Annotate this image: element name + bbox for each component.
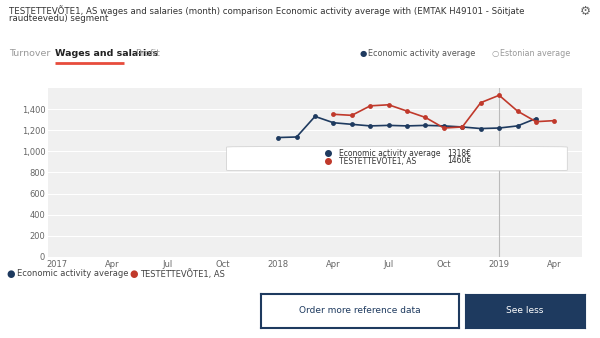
Text: See less: See less (506, 307, 544, 315)
FancyBboxPatch shape (227, 146, 567, 171)
Text: Economic activity average: Economic activity average (368, 49, 476, 58)
Text: 1460€: 1460€ (447, 156, 472, 165)
Text: Turnover: Turnover (9, 49, 50, 58)
Text: ●: ● (6, 269, 14, 279)
Text: ⚙: ⚙ (580, 5, 591, 18)
Text: ●: ● (129, 269, 137, 279)
Text: TESTETTEVÕTE1, AS: TESTETTEVÕTE1, AS (339, 156, 416, 166)
Text: Profit: Profit (135, 49, 160, 58)
Text: Economic activity average: Economic activity average (339, 149, 440, 158)
Text: Economic activity average: Economic activity average (17, 269, 128, 278)
Text: raudteevedu) segment: raudteevedu) segment (9, 14, 109, 23)
Text: TESTETTEVÕTE1, AS: TESTETTEVÕTE1, AS (140, 269, 224, 279)
Text: TESTETTEVÕTE1, AS wages and salaries (month) comparison Economic activity averag: TESTETTEVÕTE1, AS wages and salaries (mo… (9, 5, 524, 16)
Text: ○: ○ (492, 49, 499, 58)
Text: 1318€: 1318€ (448, 149, 472, 158)
Text: ●: ● (360, 49, 367, 58)
Text: Estonian average: Estonian average (500, 49, 571, 58)
Text: Wages and salaries: Wages and salaries (55, 49, 158, 58)
Text: Order more reference data: Order more reference data (299, 307, 421, 315)
